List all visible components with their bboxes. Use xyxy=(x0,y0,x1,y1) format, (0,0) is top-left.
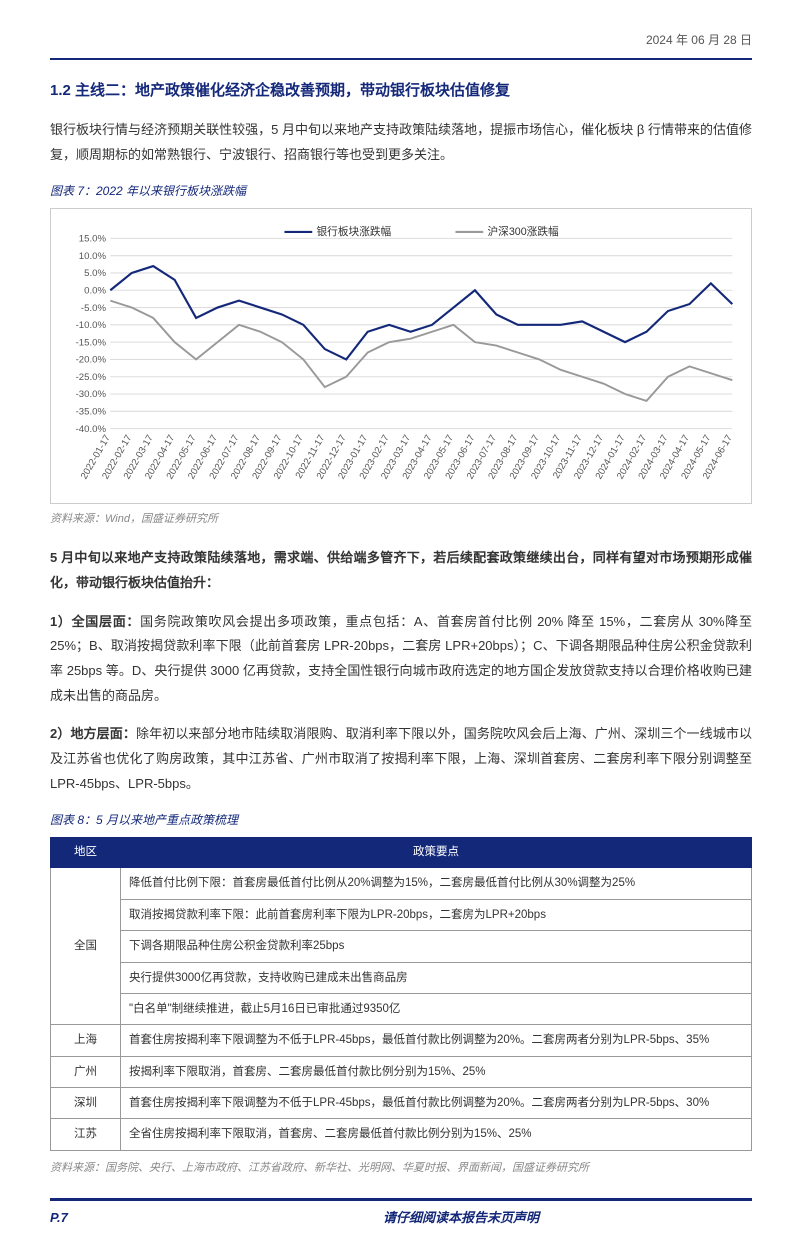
chart7-svg: 15.0% 10.0% 5.0% 0.0% -5.0% -10.0% -15.0% -20.0… xyxy=(59,217,743,495)
table8-source: 资料来源：国务院、央行、上海市政府、江苏省政府、新华社、光明网、华夏时报、界面新… xyxy=(50,1159,752,1178)
chart7-title: 图表 7：2022 年以来银行板块涨跌幅 xyxy=(50,181,752,201)
region-cell: 深圳 xyxy=(51,1088,121,1119)
page-number: P.7 xyxy=(50,1207,170,1229)
mid-p2: 1）全国层面：国务院政策吹风会提出多项政策，重点包括：A、首套房首付比例 20%… xyxy=(50,610,752,709)
table-row: 取消按揭贷款利率下限：此前首套房利率下限为LPR-20bps，二套房为LPR+2… xyxy=(51,899,752,930)
region-cell: 江苏 xyxy=(51,1119,121,1150)
table8-title: 图表 8：5 月以来地产重点政策梳理 xyxy=(50,810,752,830)
mid-p1: 5 月中旬以来地产支持政策陆续落地，需求端、供给端多管齐下，若后续配套政策继续出… xyxy=(50,546,752,595)
svg-text:15.0%: 15.0% xyxy=(79,233,107,244)
policy-cell: 下调各期限品种住房公积金贷款利率25bps xyxy=(121,931,752,962)
table-row: 深圳首套住房按揭利率下限调整为不低于LPR-45bps，最低首付款比例调整为20… xyxy=(51,1088,752,1119)
section-title: 1.2 主线二：地产政策催化经济企稳改善预期，带动银行板块估值修复 xyxy=(50,78,752,104)
intro-paragraph: 银行板块行情与经济预期关联性较强，5 月中旬以来地产支持政策陆续落地，提振市场信… xyxy=(50,118,752,167)
table-row: 上海首套住房按揭利率下限调整为不低于LPR-45bps，最低首付款比例调整为20… xyxy=(51,1025,752,1056)
svg-text:-10.0%: -10.0% xyxy=(76,320,107,331)
chart7-container: 15.0% 10.0% 5.0% 0.0% -5.0% -10.0% -15.0% -20.0… xyxy=(50,208,752,504)
policy-cell: 取消按揭贷款利率下限：此前首套房利率下限为LPR-20bps，二套房为LPR+2… xyxy=(121,899,752,930)
policy-cell: 按揭利率下限取消，首套房、二套房最低首付款比例分别为15%、25% xyxy=(121,1056,752,1087)
chart7-source: 资料来源：Wind，国盛证券研究所 xyxy=(50,510,752,529)
svg-text:0.0%: 0.0% xyxy=(84,285,106,296)
policy-cell: 降低首付比例下限：首套房最低首付比例从20%调整为15%，二套房最低首付比例从3… xyxy=(121,868,752,899)
policy-cell: 全省住房按揭利率下限取消，首套房、二套房最低首付款比例分别为15%、25% xyxy=(121,1119,752,1150)
svg-text:-35.0%: -35.0% xyxy=(76,406,107,417)
policy-cell: "白名单"制继续推进，截止5月16日已审批通过9350亿 xyxy=(121,993,752,1024)
svg-text:-30.0%: -30.0% xyxy=(76,389,107,400)
table-row: 江苏全省住房按揭利率下限取消，首套房、二套房最低首付款比例分别为15%、25% xyxy=(51,1119,752,1150)
svg-text:-15.0%: -15.0% xyxy=(76,337,107,348)
report-date: 2024 年 06 月 28 日 xyxy=(50,30,752,60)
svg-text:沪深300涨跌幅: 沪深300涨跌幅 xyxy=(488,225,559,238)
svg-text:-40.0%: -40.0% xyxy=(76,423,107,434)
table-row: 下调各期限品种住房公积金贷款利率25bps xyxy=(51,931,752,962)
svg-text:银行板块涨跌幅: 银行板块涨跌幅 xyxy=(317,225,392,238)
table-row: 央行提供3000亿再贷款，支持收购已建成未出售商品房 xyxy=(51,962,752,993)
svg-text:5.0%: 5.0% xyxy=(84,268,106,279)
region-cell: 广州 xyxy=(51,1056,121,1087)
mid-p3: 2）地方层面：除年初以来部分地市陆续取消限购、取消利率下限以外，国务院吹风会后上… xyxy=(50,722,752,796)
footer-disclaimer: 请仔细阅读本报告末页声明 xyxy=(170,1207,752,1229)
region-cell: 全国 xyxy=(51,868,121,1025)
table-row: "白名单"制继续推进，截止5月16日已审批通过9350亿 xyxy=(51,993,752,1024)
table-col-points: 政策要点 xyxy=(121,837,752,868)
table-col-region: 地区 xyxy=(51,837,121,868)
svg-text:-25.0%: -25.0% xyxy=(76,372,107,383)
svg-text:-5.0%: -5.0% xyxy=(81,302,107,313)
policy-cell: 首套住房按揭利率下限调整为不低于LPR-45bps，最低首付款比例调整为20%。… xyxy=(121,1088,752,1119)
policy-cell: 央行提供3000亿再贷款，支持收购已建成未出售商品房 xyxy=(121,962,752,993)
svg-text:10.0%: 10.0% xyxy=(79,251,107,262)
policy-table: 地区 政策要点 全国降低首付比例下限：首套房最低首付比例从20%调整为15%，二… xyxy=(50,837,752,1151)
policy-cell: 首套住房按揭利率下限调整为不低于LPR-45bps，最低首付款比例调整为20%。… xyxy=(121,1025,752,1056)
table-row: 广州按揭利率下限取消，首套房、二套房最低首付款比例分别为15%、25% xyxy=(51,1056,752,1087)
page-footer: P.7 请仔细阅读本报告末页声明 xyxy=(50,1198,752,1229)
region-cell: 上海 xyxy=(51,1025,121,1056)
svg-text:-20.0%: -20.0% xyxy=(76,354,107,365)
table-row: 全国降低首付比例下限：首套房最低首付比例从20%调整为15%，二套房最低首付比例… xyxy=(51,868,752,899)
